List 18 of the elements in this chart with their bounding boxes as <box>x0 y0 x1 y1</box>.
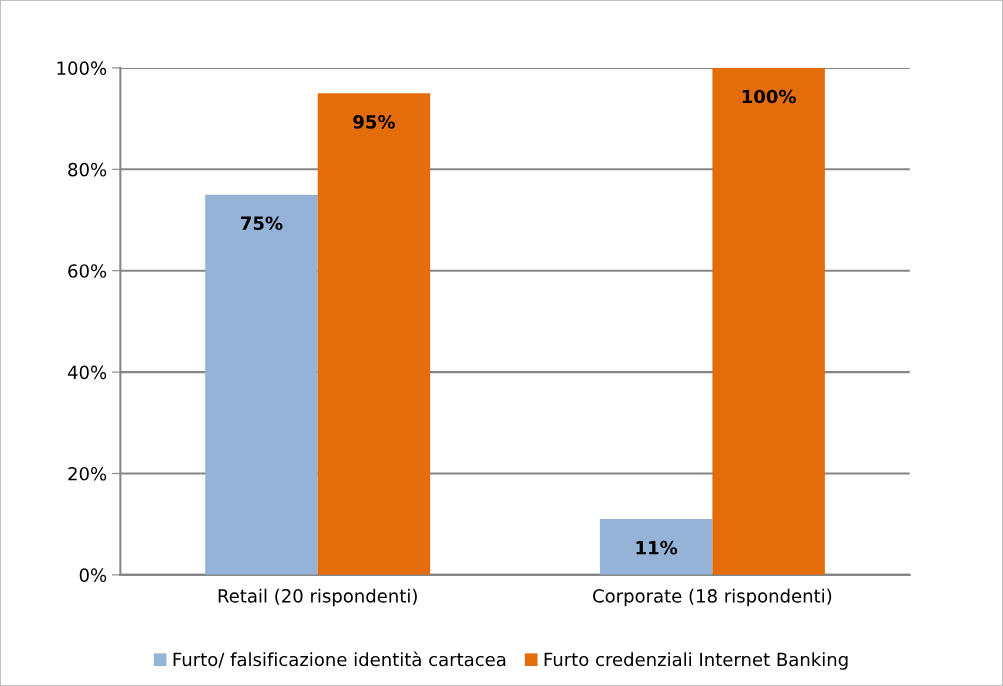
bar <box>317 93 431 575</box>
data-label: 11% <box>636 540 678 555</box>
data-label: 75% <box>241 216 283 231</box>
y-tick-label: 100% <box>57 61 107 76</box>
y-tick-label: 20% <box>68 466 107 481</box>
y-tick-label: 80% <box>68 162 107 177</box>
bar <box>205 194 318 575</box>
bar <box>599 519 713 575</box>
y-tick-label: 60% <box>68 264 107 278</box>
y-tick-label: 0% <box>79 568 107 582</box>
bar <box>712 67 825 575</box>
x-tick-label: Corporate (18 rispondenti) <box>593 588 832 607</box>
y-tick-label: 40% <box>67 365 107 380</box>
data-label: 95% <box>353 114 395 129</box>
legend-label: Furto/ falsificazione identità cartacea <box>173 651 506 668</box>
x-tick-label: Retail (20 rispondenti) <box>218 588 417 607</box>
legend-label: Furto credenziali Internet Banking <box>544 652 848 670</box>
data-label: 100% <box>742 89 796 104</box>
